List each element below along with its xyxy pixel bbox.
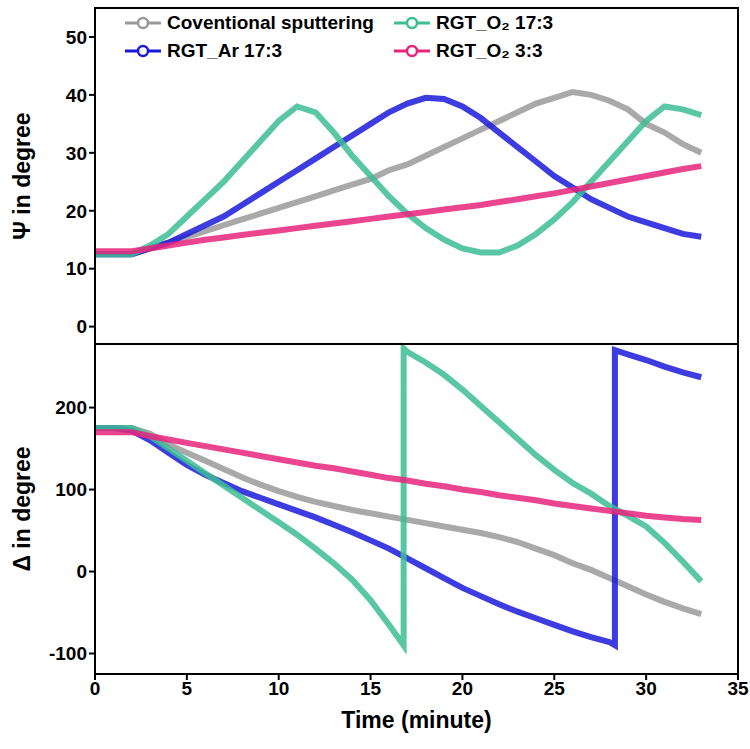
svg-text:10: 10 [66,258,87,279]
svg-text:25: 25 [544,678,566,699]
html-text:RGT_Ar 17:3: RGT_Ar 17:3 [167,40,283,61]
svg-text:10: 10 [268,678,289,699]
svg-text:0: 0 [76,561,87,582]
svg-text:0: 0 [90,678,101,699]
svg-text:50: 50 [66,27,87,48]
svg-text:-100: -100 [49,643,87,664]
html-text:Δ in degree: Δ in degree [8,446,35,572]
svg-text:40: 40 [66,85,87,106]
svg-text:15: 15 [360,678,382,699]
svg-text:30: 30 [636,678,657,699]
svg-text:5: 5 [182,678,193,699]
svg-text:0: 0 [76,316,87,337]
svg-text:20: 20 [66,201,87,222]
svg-text:20: 20 [452,678,473,699]
svg-text:100: 100 [55,479,87,500]
svg-text:35: 35 [727,678,749,699]
html-text:Time (minute): Time (minute) [341,707,492,733]
svg-text:30: 30 [66,143,87,164]
html-text:Ψ in degree: Ψ in degree [8,112,35,240]
html-text:RGT_O₂ 3:3: RGT_O₂ 3:3 [435,40,543,61]
html-text:RGT_O₂ 17:3: RGT_O₂ 17:3 [435,12,554,33]
html-text:Coventional sputtering: Coventional sputtering [167,12,374,33]
svg-text:200: 200 [55,397,87,418]
